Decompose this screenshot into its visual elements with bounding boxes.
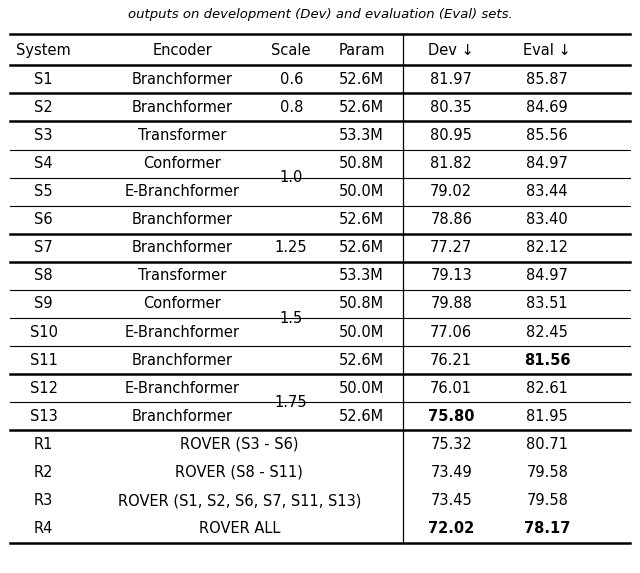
Text: Branchformer: Branchformer xyxy=(132,100,233,115)
Text: 1.5: 1.5 xyxy=(280,311,303,325)
Text: Branchformer: Branchformer xyxy=(132,72,233,87)
Text: 76.01: 76.01 xyxy=(430,380,472,396)
Text: S4: S4 xyxy=(34,156,53,171)
Text: E-Branchformer: E-Branchformer xyxy=(125,324,240,340)
Text: Dev ↓: Dev ↓ xyxy=(428,43,474,58)
Text: 83.44: 83.44 xyxy=(526,184,568,199)
Text: 79.58: 79.58 xyxy=(526,465,568,480)
Text: 50.8M: 50.8M xyxy=(339,296,384,312)
Text: 82.45: 82.45 xyxy=(526,324,568,340)
Text: 52.6M: 52.6M xyxy=(339,100,384,115)
Text: 82.12: 82.12 xyxy=(526,240,568,256)
Text: S8: S8 xyxy=(34,268,53,284)
Text: Eval ↓: Eval ↓ xyxy=(524,43,571,58)
Text: 84.69: 84.69 xyxy=(526,100,568,115)
Text: S13: S13 xyxy=(29,409,58,424)
Text: 0.8: 0.8 xyxy=(280,100,303,115)
Text: 85.87: 85.87 xyxy=(526,72,568,87)
Text: S2: S2 xyxy=(34,100,53,115)
Text: 72.02: 72.02 xyxy=(428,521,474,536)
Text: 79.58: 79.58 xyxy=(526,493,568,508)
Text: 50.0M: 50.0M xyxy=(339,380,384,396)
Text: 80.71: 80.71 xyxy=(526,437,568,452)
Text: ROVER ALL: ROVER ALL xyxy=(198,521,280,536)
Text: 52.6M: 52.6M xyxy=(339,212,384,227)
Text: Param: Param xyxy=(339,43,385,58)
Text: Encoder: Encoder xyxy=(152,43,212,58)
Text: 52.6M: 52.6M xyxy=(339,240,384,256)
Text: Branchformer: Branchformer xyxy=(132,240,233,256)
Text: 1.75: 1.75 xyxy=(275,395,307,410)
Text: 81.56: 81.56 xyxy=(524,352,570,368)
Text: S5: S5 xyxy=(34,184,53,199)
Text: 77.06: 77.06 xyxy=(430,324,472,340)
Text: S10: S10 xyxy=(29,324,58,340)
Text: 78.17: 78.17 xyxy=(524,521,570,536)
Text: Transformer: Transformer xyxy=(138,128,227,143)
Text: Transformer: Transformer xyxy=(138,268,227,284)
Text: S11: S11 xyxy=(29,352,58,368)
Text: S7: S7 xyxy=(34,240,53,256)
Text: 73.49: 73.49 xyxy=(430,465,472,480)
Text: 81.97: 81.97 xyxy=(430,72,472,87)
Text: ROVER (S8 - S11): ROVER (S8 - S11) xyxy=(175,465,303,480)
Text: 81.82: 81.82 xyxy=(430,156,472,171)
Text: S9: S9 xyxy=(34,296,53,312)
Text: R1: R1 xyxy=(34,437,53,452)
Text: ROVER (S3 - S6): ROVER (S3 - S6) xyxy=(180,437,299,452)
Text: S12: S12 xyxy=(29,380,58,396)
Text: Conformer: Conformer xyxy=(143,296,221,312)
Text: 52.6M: 52.6M xyxy=(339,352,384,368)
Text: R3: R3 xyxy=(34,493,53,508)
Text: 83.40: 83.40 xyxy=(526,212,568,227)
Text: R2: R2 xyxy=(34,465,53,480)
Text: E-Branchformer: E-Branchformer xyxy=(125,380,240,396)
Text: 79.88: 79.88 xyxy=(430,296,472,312)
Text: ROVER (S1, S2, S6, S7, S11, S13): ROVER (S1, S2, S6, S7, S11, S13) xyxy=(118,493,361,508)
Text: 50.8M: 50.8M xyxy=(339,156,384,171)
Text: 76.21: 76.21 xyxy=(430,352,472,368)
Text: 83.51: 83.51 xyxy=(526,296,568,312)
Text: 50.0M: 50.0M xyxy=(339,184,384,199)
Text: 82.61: 82.61 xyxy=(526,380,568,396)
Text: Branchformer: Branchformer xyxy=(132,409,233,424)
Text: 85.56: 85.56 xyxy=(526,128,568,143)
Text: E-Branchformer: E-Branchformer xyxy=(125,184,240,199)
Text: 80.35: 80.35 xyxy=(430,100,472,115)
Text: 79.02: 79.02 xyxy=(430,184,472,199)
Text: S1: S1 xyxy=(34,72,53,87)
Text: 52.6M: 52.6M xyxy=(339,409,384,424)
Text: Branchformer: Branchformer xyxy=(132,352,233,368)
Text: 77.27: 77.27 xyxy=(430,240,472,256)
Text: 84.97: 84.97 xyxy=(526,156,568,171)
Text: 75.32: 75.32 xyxy=(430,437,472,452)
Text: R4: R4 xyxy=(34,521,53,536)
Text: System: System xyxy=(16,43,71,58)
Text: 50.0M: 50.0M xyxy=(339,324,384,340)
Text: 1.25: 1.25 xyxy=(275,240,307,256)
Text: S6: S6 xyxy=(34,212,53,227)
Text: 78.86: 78.86 xyxy=(430,212,472,227)
Text: 79.13: 79.13 xyxy=(430,268,472,284)
Text: 1.0: 1.0 xyxy=(280,170,303,185)
Text: 84.97: 84.97 xyxy=(526,268,568,284)
Text: 52.6M: 52.6M xyxy=(339,72,384,87)
Text: 75.80: 75.80 xyxy=(428,409,474,424)
Text: 73.45: 73.45 xyxy=(430,493,472,508)
Text: 0.6: 0.6 xyxy=(280,72,303,87)
Text: 53.3M: 53.3M xyxy=(339,268,384,284)
Text: 53.3M: 53.3M xyxy=(339,128,384,143)
Text: Branchformer: Branchformer xyxy=(132,212,233,227)
Text: Scale: Scale xyxy=(271,43,311,58)
Text: Conformer: Conformer xyxy=(143,156,221,171)
Text: 81.95: 81.95 xyxy=(526,409,568,424)
Text: 80.95: 80.95 xyxy=(430,128,472,143)
Text: outputs on development (Dev) and evaluation (Eval) sets.: outputs on development (Dev) and evaluat… xyxy=(127,8,513,21)
Text: S3: S3 xyxy=(35,128,52,143)
